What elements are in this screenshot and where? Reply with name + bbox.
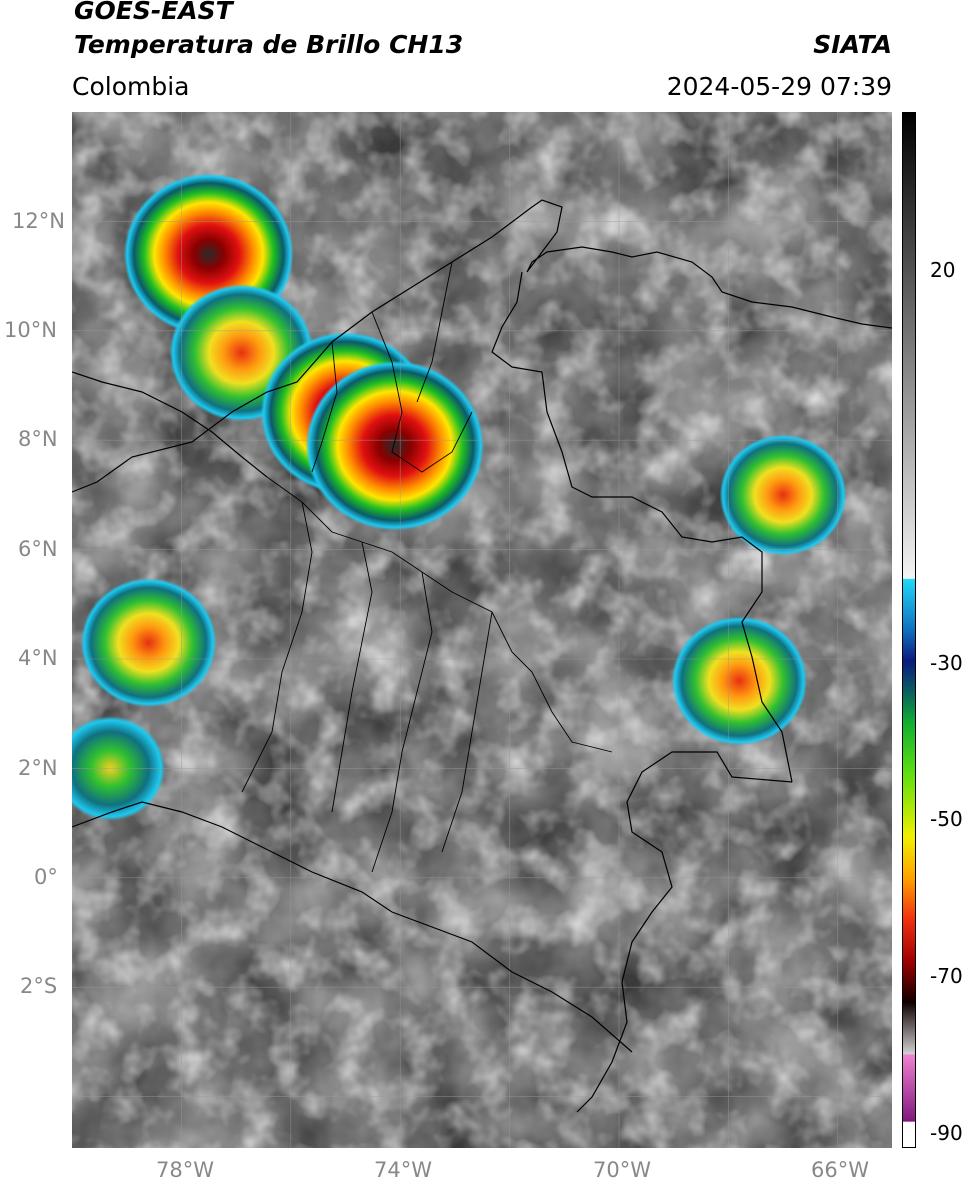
border-panama-colombia xyxy=(71,371,268,478)
storm-cells xyxy=(55,173,847,821)
storm-cell xyxy=(80,578,217,708)
colorbar-tick: -30 xyxy=(930,651,963,675)
lon-label: 74°W xyxy=(374,1158,432,1182)
lat-label: 8°N xyxy=(18,427,58,451)
lon-label: 78°W xyxy=(156,1158,214,1182)
product-title: Temperatura de Brillo CH13 xyxy=(74,30,464,59)
internal-borders xyxy=(241,261,613,873)
lon-label: 70°W xyxy=(593,1158,651,1182)
border-colombia-venezuela xyxy=(491,271,793,783)
lat-label: 10°N xyxy=(4,318,57,342)
colorbar xyxy=(902,112,916,1148)
satellite-title: GOES-EAST xyxy=(74,0,233,25)
colorbar-tick: -70 xyxy=(930,964,963,988)
storm-cell xyxy=(305,360,484,531)
lat-label: 12°N xyxy=(12,209,65,233)
lat-label: 6°N xyxy=(18,537,58,561)
gridlines xyxy=(72,112,892,1148)
timestamp-label: 2024-05-29 07:39 xyxy=(666,72,892,101)
region-label: Colombia xyxy=(72,72,190,101)
borders xyxy=(71,199,893,1113)
border-colombia-brazil xyxy=(576,751,793,1113)
storm-cell xyxy=(719,434,847,556)
colorbar-tick: 20 xyxy=(930,258,956,282)
org-label: SIATA xyxy=(813,30,892,59)
border-colombia-peru-ecuador xyxy=(71,801,633,1053)
colorbar-tick: -50 xyxy=(930,807,963,831)
storm-cell xyxy=(671,616,808,746)
lat-label: 2°N xyxy=(18,756,58,780)
colorbar-tick: -90 xyxy=(930,1121,963,1145)
lon-label: 66°W xyxy=(811,1158,869,1182)
coastline-caribbean xyxy=(71,199,893,493)
lat-label: 0° xyxy=(34,865,58,889)
satellite-map xyxy=(55,112,893,1148)
lat-label: 4°N xyxy=(18,646,58,670)
lat-label: 2°S xyxy=(20,974,58,998)
